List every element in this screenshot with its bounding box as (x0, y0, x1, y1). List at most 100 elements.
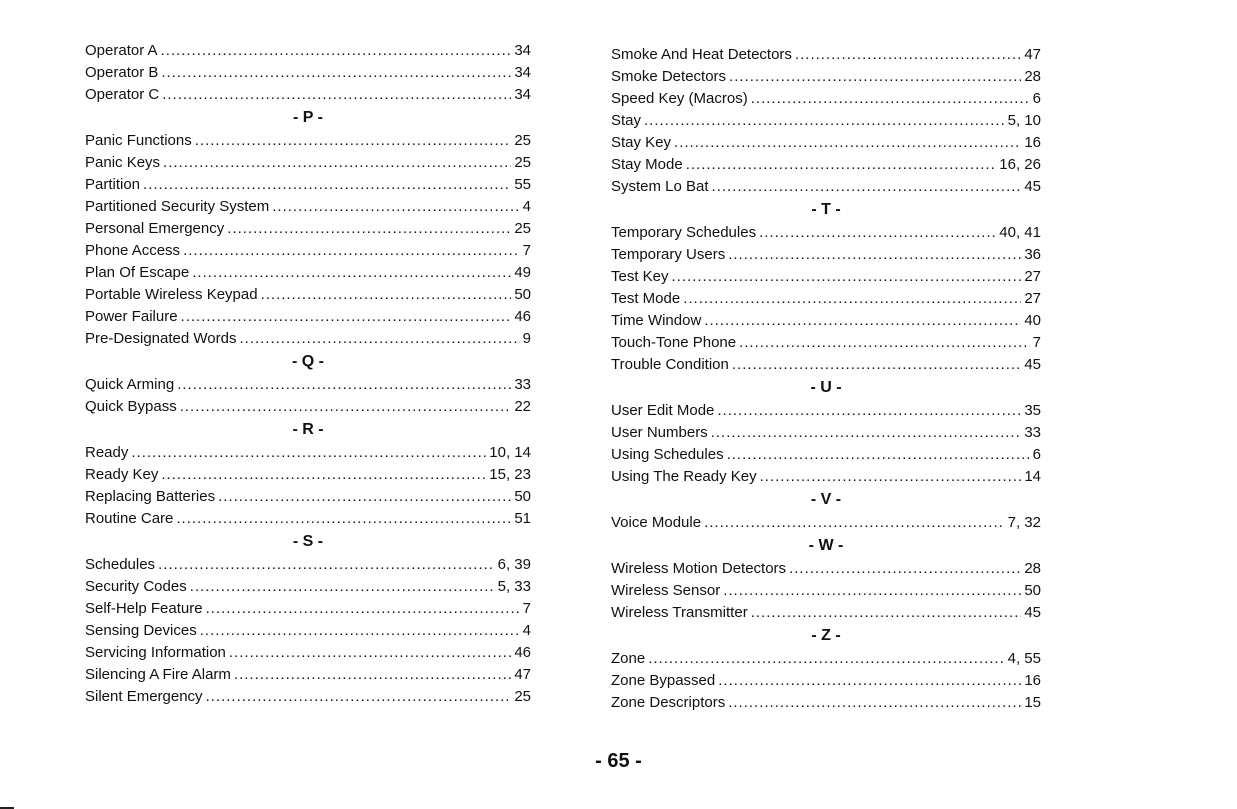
page-reference: 34 (514, 86, 531, 103)
index-entry: Touch-Tone Phone 7 (611, 332, 1041, 354)
page-number: - 65 - (595, 750, 642, 772)
index-term: Operator C (85, 86, 160, 103)
index-entry: Security Codes 5, 33 (85, 576, 531, 598)
index-term: User Numbers (611, 424, 708, 441)
index-term: Security Codes (85, 578, 187, 595)
dot-leader (729, 66, 1021, 88)
page-reference: 14 (1024, 468, 1041, 485)
index-entry: System Lo Bat 45 (611, 176, 1041, 198)
page-reference: 33 (514, 376, 531, 393)
index-entry: Smoke Detectors 28 (611, 66, 1041, 88)
index-term: Silencing A Fire Alarm (85, 666, 231, 683)
page-reference: 46 (514, 644, 531, 661)
index-entry: Stay Key 16 (611, 132, 1041, 154)
page-reference: 25 (514, 132, 531, 149)
dot-leader (162, 84, 511, 106)
dot-leader (712, 176, 1022, 198)
dot-leader (704, 310, 1021, 332)
dot-leader (206, 598, 520, 620)
index-entry: Partitioned Security System 4 (85, 196, 531, 218)
index-entry: Test Key 27 (611, 266, 1041, 288)
index-entry: Pre-Designated Words 9 (85, 328, 531, 350)
page-reference: 45 (1024, 604, 1041, 621)
index-entry: Operator A 34 (85, 40, 531, 62)
dot-leader (177, 374, 511, 396)
index-entry: Trouble Condition 45 (611, 354, 1041, 376)
section-letter-heading: - Q - (292, 353, 324, 370)
page-reference: 25 (514, 688, 531, 705)
page-reference: 47 (514, 666, 531, 683)
index-entry: Personal Emergency 25 (85, 218, 531, 240)
dot-leader (751, 88, 1030, 110)
index-term: User Edit Mode (611, 402, 715, 419)
index-term: Stay (611, 112, 642, 129)
page-reference: 35 (1024, 402, 1041, 419)
dot-leader (718, 670, 1021, 692)
dot-leader (181, 306, 512, 328)
page-reference: 22 (514, 398, 531, 415)
index-term: Using Schedules (611, 446, 724, 463)
dot-leader (161, 40, 512, 62)
page-reference: 16, 26 (999, 156, 1041, 173)
dot-leader (143, 174, 511, 196)
dot-leader (239, 328, 519, 350)
page-reference: 50 (514, 488, 531, 505)
dot-leader (227, 218, 511, 240)
dot-leader (272, 196, 519, 218)
index-entry: Plan Of Escape 49 (85, 262, 531, 284)
section-letter-heading: - W - (808, 537, 844, 554)
page-reference: 4 (522, 198, 531, 215)
page-reference: 9 (522, 330, 531, 347)
index-term: Partition (85, 176, 141, 193)
index-entry: Stay 5, 10 (611, 110, 1041, 132)
index-entry: Operator C 34 (85, 84, 531, 106)
index-entry: Test Mode 27 (611, 288, 1041, 310)
index-term: Stay Key (611, 134, 672, 151)
section-letter-heading: - V - (810, 491, 842, 508)
index-term: Test Key (611, 268, 669, 285)
index-term: System Lo Bat (611, 178, 709, 195)
dot-leader (683, 288, 1021, 310)
index-entry: Panic Keys 25 (85, 152, 531, 174)
dot-leader (183, 240, 520, 262)
dot-leader (686, 154, 997, 176)
index-entry: Self-Help Feature 7 (85, 598, 531, 620)
section-letter-heading: - R - (292, 421, 324, 438)
dot-leader (190, 576, 495, 598)
index-term: Replacing Batteries (85, 488, 216, 505)
index-entry: Power Failure 46 (85, 306, 531, 328)
dot-leader (723, 580, 1021, 602)
page-reference: 10, 14 (489, 444, 531, 461)
index-term: Stay Mode (611, 156, 683, 173)
dot-leader (674, 132, 1021, 154)
scan-mark (0, 807, 14, 809)
index-term: Power Failure (85, 308, 178, 325)
index-term: Temporary Schedules (611, 224, 757, 241)
index-term: Voice Module (611, 514, 702, 531)
dot-leader (192, 262, 511, 284)
index-entry: Temporary Schedules 40, 41 (611, 222, 1041, 244)
page-reference: 16 (1024, 134, 1041, 151)
index-entry: Phone Access 7 (85, 240, 531, 262)
dot-leader (728, 692, 1021, 714)
page-reference: 7 (522, 600, 531, 617)
index-entry: Wireless Sensor 50 (611, 580, 1041, 602)
index-entry: Temporary Users 36 (611, 244, 1041, 266)
index-entry: Quick Arming 33 (85, 374, 531, 396)
index-right-column: Smoke And Heat Detectors 47 Smoke Detector… (611, 44, 1041, 714)
index-term: Smoke Detectors (611, 68, 727, 85)
index-entry: Servicing Information 46 (85, 642, 531, 664)
index-entry: User Edit Mode 35 (611, 400, 1041, 422)
dot-leader (206, 686, 512, 708)
index-term: Temporary Users (611, 246, 726, 263)
index-entry: Zone 4, 55 (611, 648, 1041, 670)
dot-leader (711, 422, 1022, 444)
dot-leader (739, 332, 1030, 354)
page-reference: 46 (514, 308, 531, 325)
dot-leader (163, 152, 511, 174)
dot-leader (704, 512, 1005, 534)
page-reference: 5, 33 (497, 578, 531, 595)
dot-leader (727, 444, 1030, 466)
dot-leader (161, 464, 486, 486)
page-reference: 15, 23 (489, 466, 531, 483)
